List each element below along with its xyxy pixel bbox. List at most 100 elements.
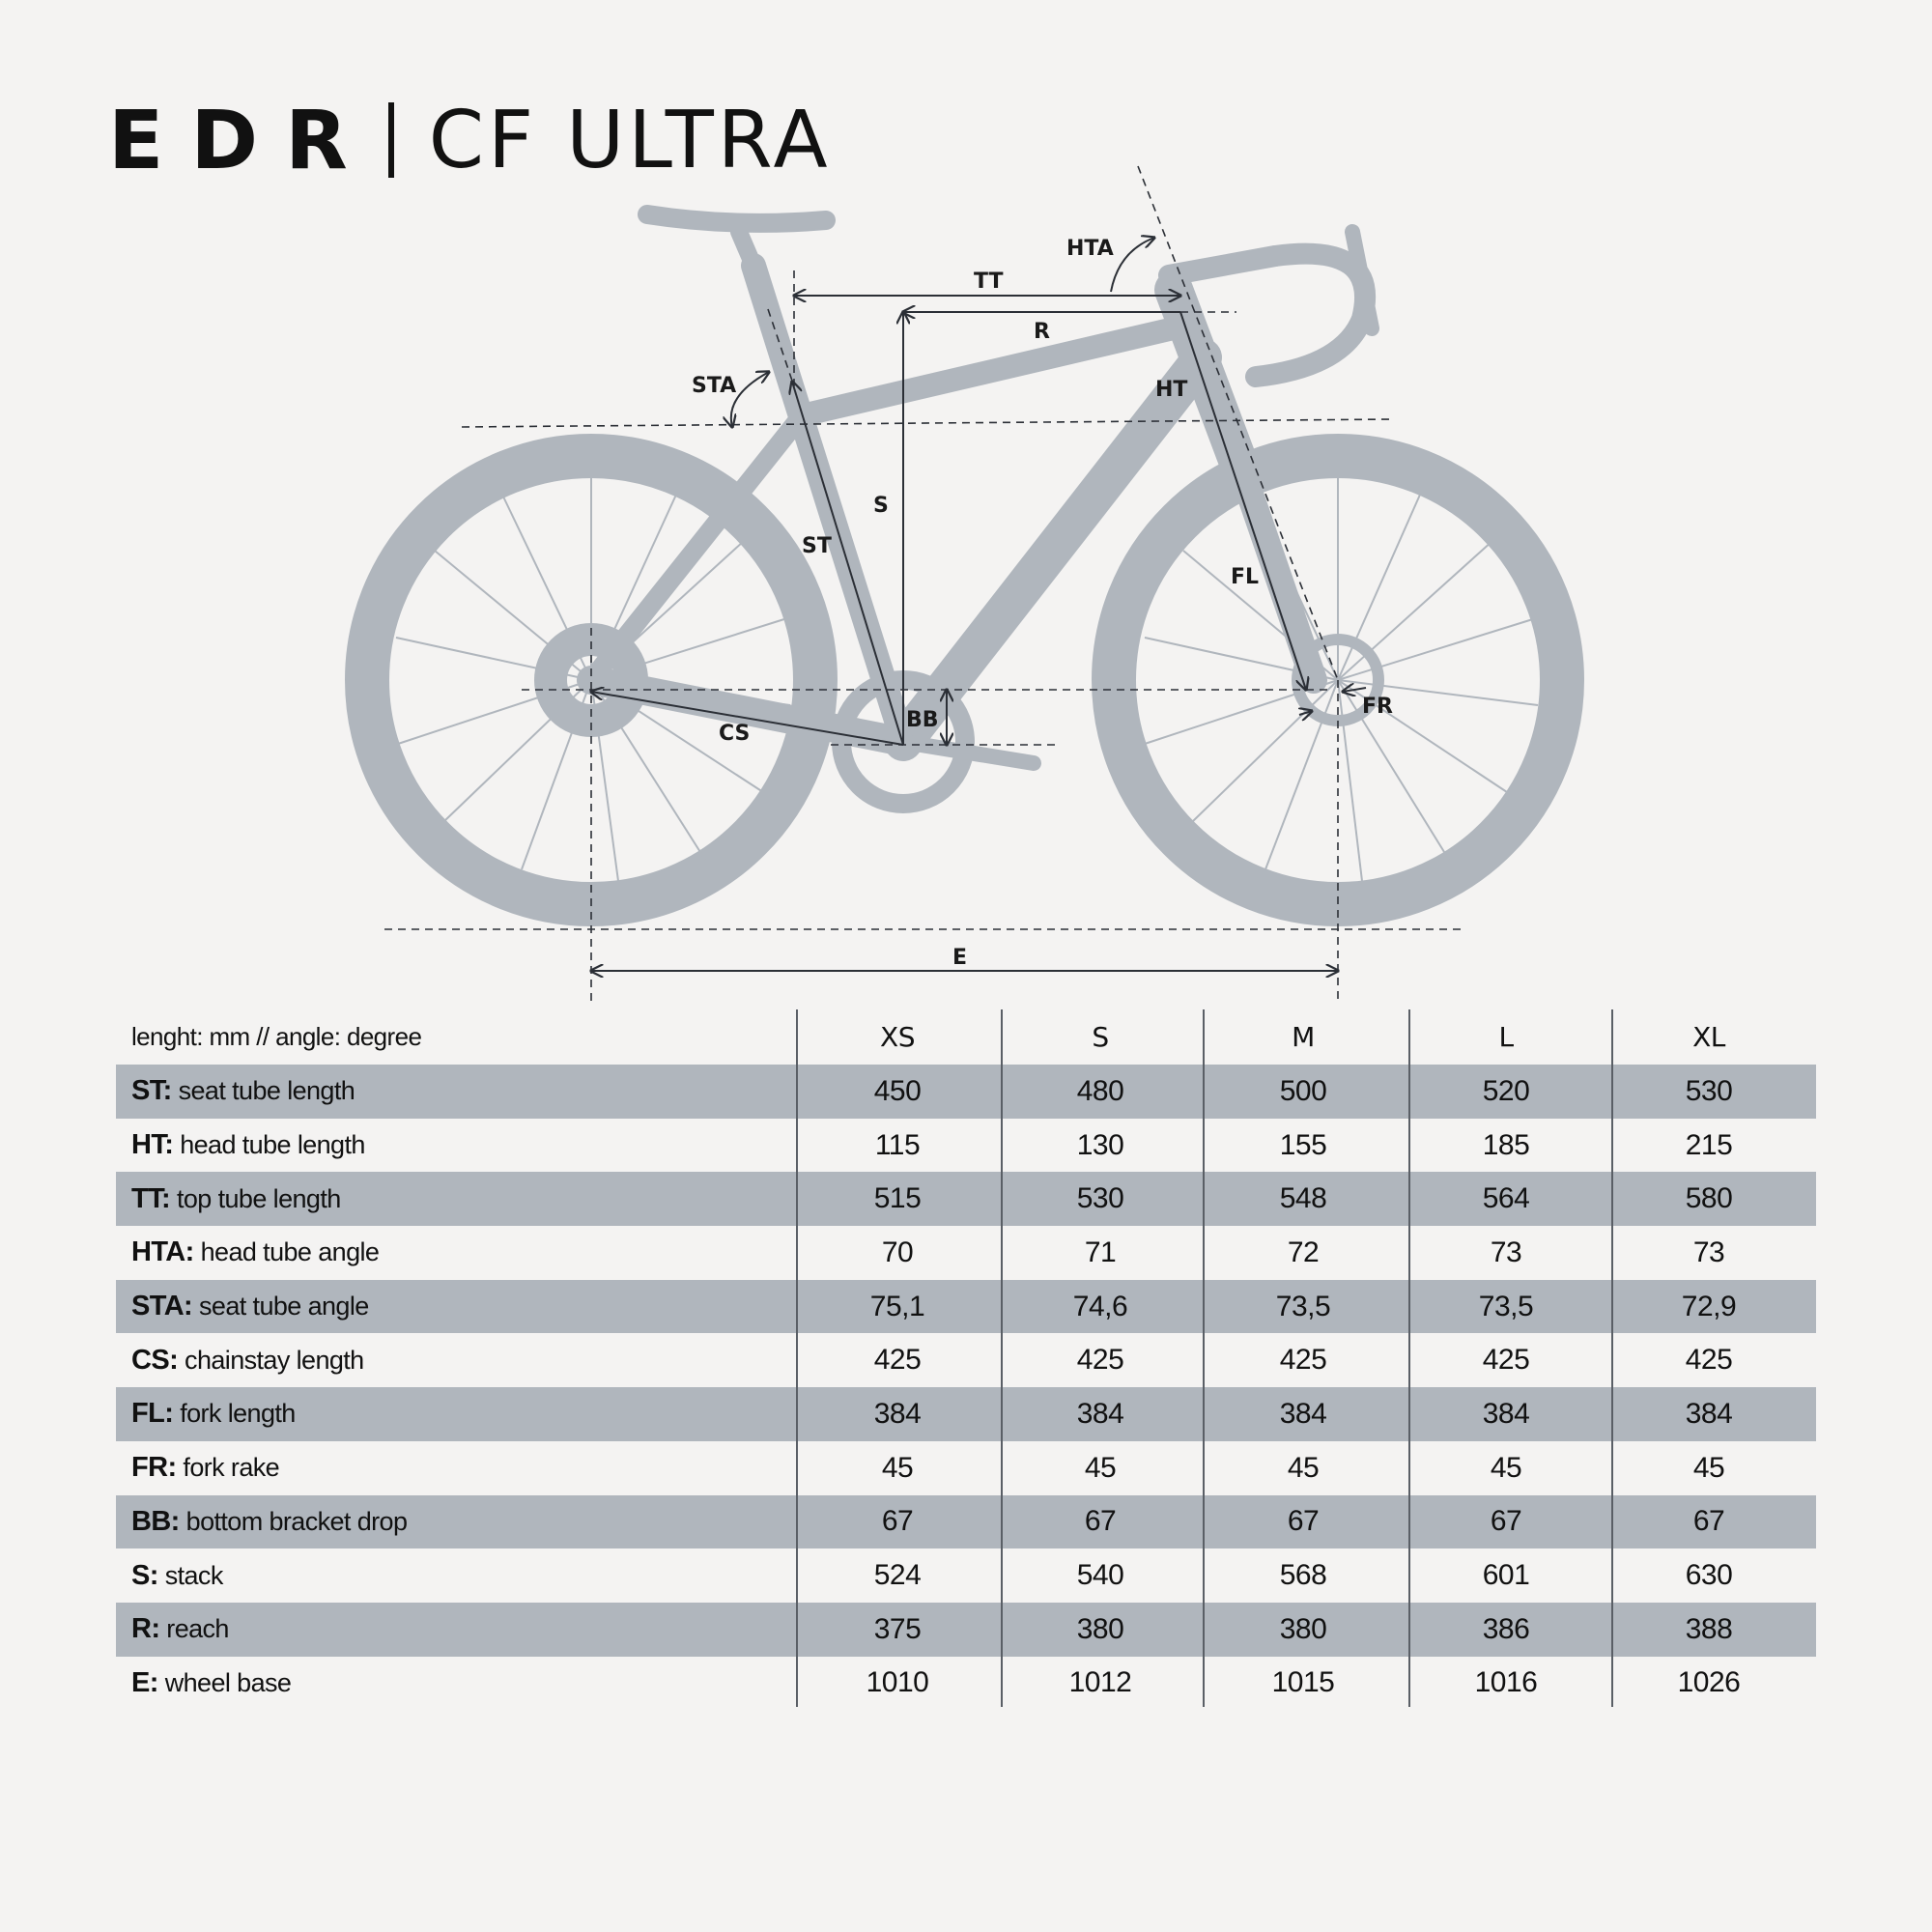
saddle — [638, 205, 836, 233]
table-row: TT: top tube length 515 530 548 564 580 — [116, 1172, 1816, 1226]
label-bb: BB — [906, 708, 939, 732]
value-xl: 67 — [1692, 1505, 1725, 1538]
size-header-m: M — [1292, 1021, 1315, 1053]
label-hta: HTA — [1066, 237, 1114, 261]
value-l: 386 — [1482, 1612, 1530, 1645]
row-code: FR: — [131, 1452, 177, 1484]
value-m: 380 — [1279, 1612, 1327, 1645]
row-code: FL: — [131, 1398, 174, 1430]
value-m: 155 — [1279, 1128, 1327, 1161]
value-s: 540 — [1076, 1559, 1124, 1592]
row-code: E: — [131, 1666, 158, 1698]
brand-name: EDR — [108, 93, 375, 187]
label-s: S — [873, 494, 889, 518]
value-m: 73,5 — [1275, 1290, 1331, 1322]
table-row: R: reach 375 380 380 386 388 — [116, 1602, 1816, 1657]
value-l: 384 — [1482, 1397, 1530, 1430]
value-l: 520 — [1482, 1074, 1530, 1107]
table-row: E: wheel base 1010 1012 1015 1016 1026 — [116, 1657, 1816, 1711]
title-divider — [387, 102, 394, 178]
value-xs: 450 — [873, 1074, 922, 1107]
value-xl: 215 — [1685, 1128, 1733, 1161]
row-code: S: — [131, 1559, 158, 1591]
table-row: S: stack 524 540 568 601 630 — [116, 1548, 1816, 1603]
value-xl: 425 — [1685, 1344, 1733, 1377]
value-l: 564 — [1482, 1182, 1530, 1215]
row-description: seat tube angle — [192, 1292, 369, 1321]
size-header-s: S — [1092, 1021, 1109, 1053]
table-row: HT: head tube length 115 130 155 185 215 — [116, 1119, 1816, 1173]
row-code: TT: — [131, 1182, 171, 1214]
value-xs: 1010 — [866, 1666, 929, 1699]
table-row: BB: bottom bracket drop 67 67 67 67 67 — [116, 1494, 1816, 1549]
row-description: fork rake — [176, 1453, 280, 1483]
value-s: 74,6 — [1072, 1290, 1128, 1322]
value-xs: 384 — [873, 1397, 922, 1430]
row-code: R: — [131, 1613, 160, 1645]
rear-cassette — [534, 623, 648, 737]
value-xl: 72,9 — [1681, 1290, 1737, 1322]
value-m: 425 — [1279, 1344, 1327, 1377]
table-row: ST: seat tube length 450 480 500 520 530 — [116, 1065, 1816, 1119]
value-xs: 515 — [873, 1182, 922, 1215]
value-l: 185 — [1482, 1128, 1530, 1161]
table-row: STA: seat tube angle 75,1 74,6 73,5 73,5… — [116, 1279, 1816, 1334]
value-m: 72 — [1287, 1236, 1320, 1268]
value-s: 380 — [1076, 1612, 1124, 1645]
column-divider — [1408, 1009, 1410, 1707]
row-code: CS: — [131, 1344, 179, 1376]
value-m: 1015 — [1271, 1666, 1335, 1699]
geometry-table: lenght: mm // angle: degree XS S M L XL … — [116, 1009, 1816, 1710]
row-code: HT: — [131, 1129, 174, 1161]
value-l: 73 — [1490, 1236, 1522, 1268]
value-xs: 45 — [881, 1451, 914, 1484]
value-xl: 530 — [1685, 1074, 1733, 1107]
row-description: wheel base — [157, 1667, 292, 1697]
row-description: chainstay length — [178, 1345, 364, 1375]
value-s: 480 — [1076, 1074, 1124, 1107]
front-spokes — [1144, 478, 1539, 882]
row-code: STA: — [131, 1291, 193, 1322]
value-l: 425 — [1482, 1344, 1530, 1377]
row-description: head tube length — [173, 1130, 365, 1160]
value-s: 530 — [1076, 1182, 1124, 1215]
table-row: FL: fork length 384 384 384 384 384 — [116, 1387, 1816, 1441]
value-xs: 67 — [881, 1505, 914, 1538]
row-description: stack — [157, 1560, 224, 1590]
row-code: ST: — [131, 1075, 172, 1107]
size-header-xs: XS — [880, 1021, 915, 1053]
row-description: top tube length — [170, 1183, 341, 1213]
row-description: fork length — [173, 1399, 296, 1429]
value-xs: 115 — [874, 1128, 921, 1161]
size-header-l: L — [1498, 1021, 1514, 1053]
label-sta: STA — [692, 374, 736, 398]
row-description: reach — [159, 1614, 229, 1644]
label-fl: FL — [1231, 565, 1259, 589]
value-s: 71 — [1084, 1236, 1117, 1268]
value-m: 568 — [1279, 1559, 1327, 1592]
value-xs: 75,1 — [869, 1290, 925, 1322]
crank-arm — [895, 734, 1041, 771]
value-s: 425 — [1076, 1344, 1124, 1377]
row-code: BB: — [131, 1505, 180, 1537]
value-s: 130 — [1076, 1128, 1124, 1161]
label-tt: TT — [974, 270, 1004, 294]
label-cs: CS — [719, 722, 750, 746]
column-divider — [1611, 1009, 1613, 1707]
value-l: 73,5 — [1478, 1290, 1534, 1322]
value-s: 384 — [1076, 1397, 1124, 1430]
label-ht: HT — [1155, 378, 1187, 402]
value-xl: 45 — [1692, 1451, 1725, 1484]
table-row: CS: chainstay length 425 425 425 425 425 — [116, 1333, 1816, 1387]
value-xs: 70 — [881, 1236, 914, 1268]
row-description: seat tube length — [171, 1076, 355, 1106]
value-l: 601 — [1482, 1559, 1530, 1592]
value-s: 45 — [1084, 1451, 1117, 1484]
row-code: HTA: — [131, 1236, 194, 1268]
bike-silhouette — [345, 205, 1584, 926]
value-s: 67 — [1084, 1505, 1117, 1538]
bike-geometry-diagram: HTA TT R STA HT S ST FL BB CS FR E — [345, 165, 1584, 1005]
label-fr: FR — [1362, 695, 1393, 719]
table-row: FR: fork rake 45 45 45 45 45 — [116, 1441, 1816, 1495]
value-l: 67 — [1490, 1505, 1522, 1538]
